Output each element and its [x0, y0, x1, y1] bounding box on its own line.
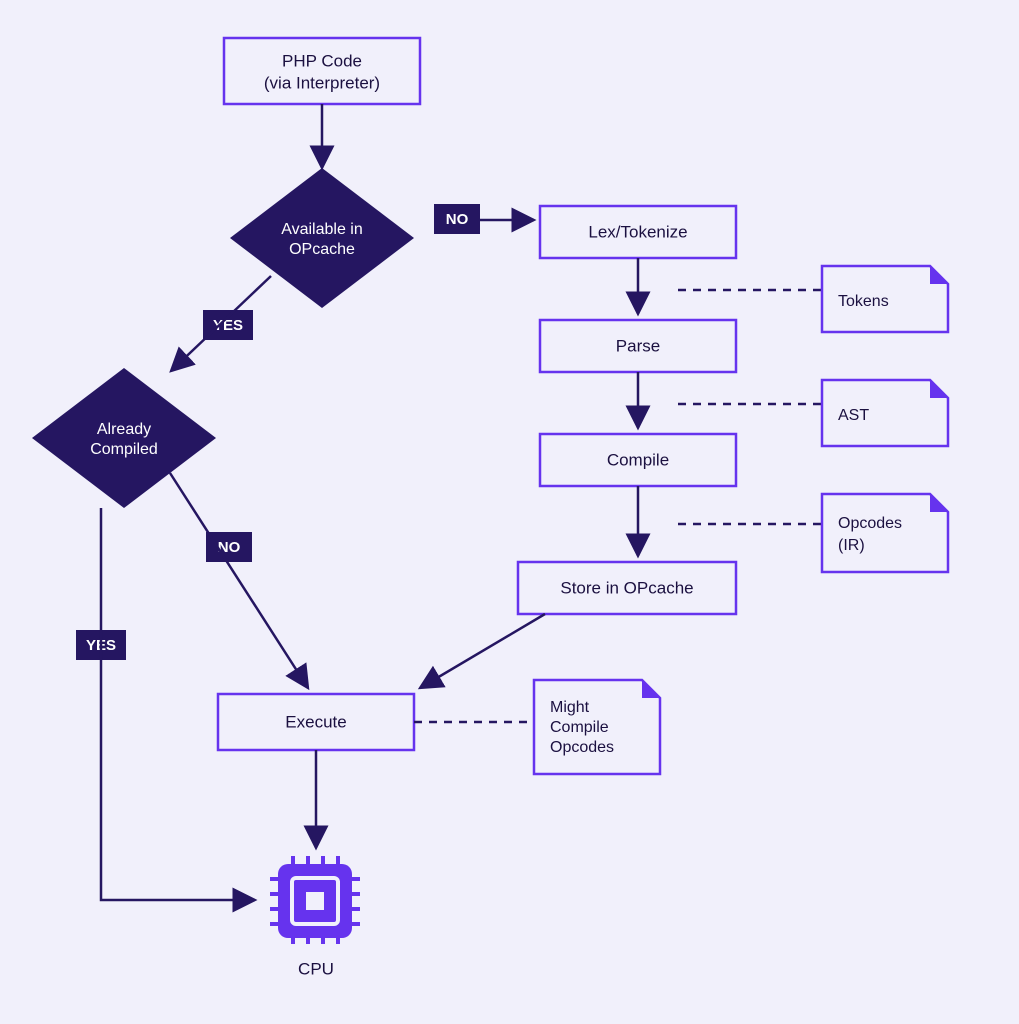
svg-text:Might: Might: [550, 699, 590, 716]
svg-text:AST: AST: [838, 407, 869, 424]
label-no-1: NO: [434, 204, 480, 234]
svg-text:Store in OPcache: Store in OPcache: [560, 578, 693, 597]
svg-text:Tokens: Tokens: [838, 293, 889, 310]
label-no-2: NO: [206, 532, 252, 562]
doc-ast: AST: [822, 380, 948, 446]
svg-text:Opcodes: Opcodes: [838, 515, 902, 532]
doc-might-compile: Might Compile Opcodes: [534, 680, 660, 774]
node-opcache-check: Available in OPcache: [230, 168, 414, 308]
already-compiled-line1: Already: [97, 421, 151, 438]
node-execute: Execute: [218, 694, 414, 750]
node-compile: Compile: [540, 434, 736, 486]
svg-text:Compile: Compile: [550, 719, 609, 736]
edge-opcache-yes-to-compiled: [171, 276, 271, 371]
edge-store-to-execute: [420, 614, 545, 688]
node-already-compiled: Already Compiled: [32, 368, 216, 508]
svg-text:NO: NO: [446, 211, 469, 228]
php-code-line1: PHP Code: [282, 51, 362, 70]
doc-opcodes: Opcodes (IR): [822, 494, 948, 572]
label-yes-1: YES: [203, 310, 253, 340]
edge-compiled-no-to-execute: [170, 473, 308, 688]
doc-tokens: Tokens: [822, 266, 948, 332]
node-store: Store in OPcache: [518, 562, 736, 614]
node-lex: Lex/Tokenize: [540, 206, 736, 258]
opcache-check-line2: OPcache: [289, 241, 355, 258]
already-compiled-line2: Compiled: [90, 441, 158, 458]
cpu-icon: [270, 856, 360, 944]
svg-text:Lex/Tokenize: Lex/Tokenize: [588, 222, 687, 241]
svg-text:Opcodes: Opcodes: [550, 739, 614, 756]
svg-text:Execute: Execute: [285, 712, 346, 731]
php-code-line2: (via Interpreter): [264, 73, 380, 92]
node-php-code: PHP Code (via Interpreter): [224, 38, 420, 104]
opcache-check-line1: Available in: [281, 221, 363, 238]
flowchart-diagram: PHP Code (via Interpreter) Available in …: [0, 0, 1019, 1024]
svg-text:(IR): (IR): [838, 537, 865, 554]
svg-text:Parse: Parse: [616, 336, 660, 355]
svg-text:Compile: Compile: [607, 450, 669, 469]
node-parse: Parse: [540, 320, 736, 372]
cpu-label: CPU: [298, 959, 334, 978]
